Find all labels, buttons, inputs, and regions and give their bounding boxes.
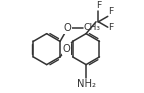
Text: F: F [96, 1, 101, 11]
Text: CH₃: CH₃ [84, 23, 101, 32]
Text: O: O [62, 44, 70, 54]
Text: F: F [108, 7, 113, 16]
Text: F: F [108, 23, 113, 32]
Text: O: O [64, 23, 72, 33]
Text: NH₂: NH₂ [77, 79, 96, 89]
